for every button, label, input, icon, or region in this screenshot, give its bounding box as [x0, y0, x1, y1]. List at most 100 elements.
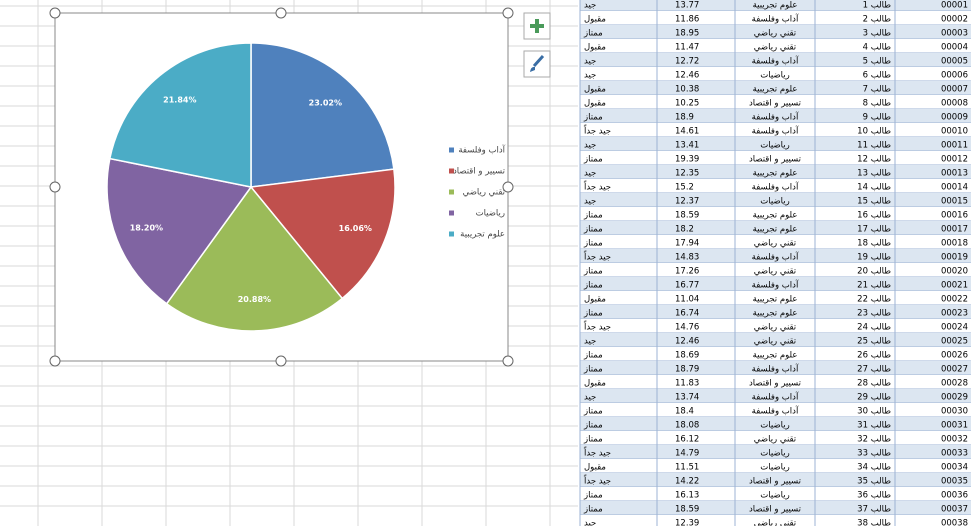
table-row: [580, 263, 971, 277]
table-cell: 15.2: [675, 183, 694, 193]
table-cell: تقني رياضي: [754, 337, 797, 347]
table-cell: طالب 8: [863, 99, 892, 109]
table-cell: ممتاز: [583, 281, 603, 291]
table-cell: ممتاز: [583, 225, 603, 235]
table-cell: 00013: [941, 169, 968, 179]
table-cell: 18.4: [675, 407, 694, 417]
pie-slice: [165, 185, 344, 332]
table-cell: علوم تجريبية: [753, 169, 798, 179]
table-cell: رياضيات: [760, 197, 789, 207]
table-cell: 18.59: [675, 505, 699, 515]
table-cell: طالب 34: [857, 463, 891, 473]
table-cell: طالب 13: [857, 169, 891, 179]
table-cell: 00022: [941, 295, 968, 305]
table-row: [580, 375, 971, 389]
table-cell: جيد: [584, 141, 596, 151]
table-cell: علوم تجريبية: [753, 85, 798, 95]
chart-styles-button[interactable]: [523, 50, 551, 78]
table-cell: ممتاز: [583, 365, 603, 375]
table-cell: 12.37: [675, 197, 699, 207]
table-cell: طالب 1: [863, 1, 892, 11]
table-row: [580, 0, 971, 11]
table-cell: 00002: [941, 15, 968, 25]
table-cell: علوم تجريبية: [753, 1, 798, 11]
table-cell: تقني رياضي: [754, 323, 797, 333]
table-cell: جيد: [584, 519, 596, 526]
table-cell: ممتاز: [583, 29, 603, 39]
table-cell: رياضيات: [760, 491, 789, 501]
chart-handles[interactable]: [49, 7, 514, 367]
table-cell: طالب 30: [857, 407, 891, 417]
table-cell: رياضيات: [760, 421, 789, 431]
table-cell: طالب 38: [857, 519, 891, 526]
table-cell: 00011: [941, 141, 968, 151]
pie-slice: [250, 42, 395, 188]
table-cell: رياضيات: [760, 71, 789, 81]
table-cell: ممتاز: [583, 505, 603, 515]
table-row: [580, 207, 971, 221]
table-row: [580, 137, 971, 151]
table-cell: 00020: [941, 267, 968, 277]
table-cell: 10.25: [675, 99, 699, 109]
table-cell: طالب 16: [857, 211, 891, 221]
table-cell: طالب 20: [857, 267, 891, 277]
legend-marker: [449, 231, 454, 237]
table-row: [580, 11, 971, 25]
table-cell: 00021: [941, 281, 968, 291]
legend-marker: [449, 189, 454, 195]
data-label: 16.06%: [339, 224, 372, 233]
table-cell: آداب وفلسفة: [752, 111, 799, 123]
table-cell: 00014: [941, 183, 968, 193]
table-cell: طالب 5: [863, 57, 892, 67]
table-cell: جيد: [584, 393, 596, 403]
table-cell: آداب وفلسفة: [752, 363, 799, 375]
table-cell: 00018: [941, 239, 968, 249]
table-row: [580, 501, 971, 515]
table-row: [580, 431, 971, 445]
table-cell: 00008: [941, 99, 968, 109]
table-cell: 11.04: [675, 295, 699, 305]
table-cell: جيد: [584, 337, 596, 347]
table-row: [580, 319, 971, 333]
chart-elements-button[interactable]: [523, 12, 551, 40]
table-cell: طالب 28: [857, 379, 891, 389]
table-cell: 14.22: [675, 477, 699, 487]
table-cell: 18.79: [675, 365, 699, 375]
pie-slice: [106, 157, 253, 305]
table-cell: 00037: [941, 505, 968, 515]
legend-marker: [449, 210, 454, 216]
table-cell: طالب 23: [857, 309, 891, 319]
table-cell: ممتاز: [583, 239, 603, 249]
table-cell: 00035: [941, 477, 968, 487]
table-cell: آداب وفلسفة: [752, 13, 799, 25]
table-cell: آداب وفلسفة: [752, 181, 799, 193]
table-cell: 00009: [941, 113, 968, 123]
table-cell: طالب 33: [857, 449, 891, 459]
table-cell: تقني رياضي: [754, 239, 797, 249]
table-cell: علوم تجريبية: [753, 211, 798, 221]
table-row: [580, 81, 971, 95]
data-table: 00001 طالب 1 علوم تجريبية 13.77 جيد 00002 طالب…: [579, 0, 971, 526]
table-cell: ممتاز: [583, 155, 603, 165]
pie-slice: [108, 42, 252, 188]
table-cell: ممتاز: [583, 491, 603, 501]
table-row: [580, 389, 971, 403]
table-cell: 13.41: [675, 141, 699, 151]
table-cell: 00019: [941, 253, 968, 263]
table-cell: تقني رياضي: [754, 43, 797, 53]
legend-label: تقني رياضي: [463, 188, 506, 198]
table-cell: 16.74: [675, 309, 699, 319]
legend-label: تسيير و اقتصاد: [453, 167, 506, 177]
table-cell: 14.83: [675, 253, 699, 263]
table-cell: علوم تجريبية: [753, 351, 798, 361]
table-cell: طالب 19: [857, 253, 891, 263]
table-cell: آداب وفلسفة: [752, 251, 799, 263]
table-cell: ممتاز: [583, 267, 603, 277]
table-cell: تقني رياضي: [754, 519, 797, 526]
table-cell: مقبول: [584, 43, 606, 53]
table-cell: مقبول: [584, 295, 606, 305]
table-row: [580, 109, 971, 123]
table-row: [580, 361, 971, 375]
table-cell: 00029: [941, 393, 968, 403]
